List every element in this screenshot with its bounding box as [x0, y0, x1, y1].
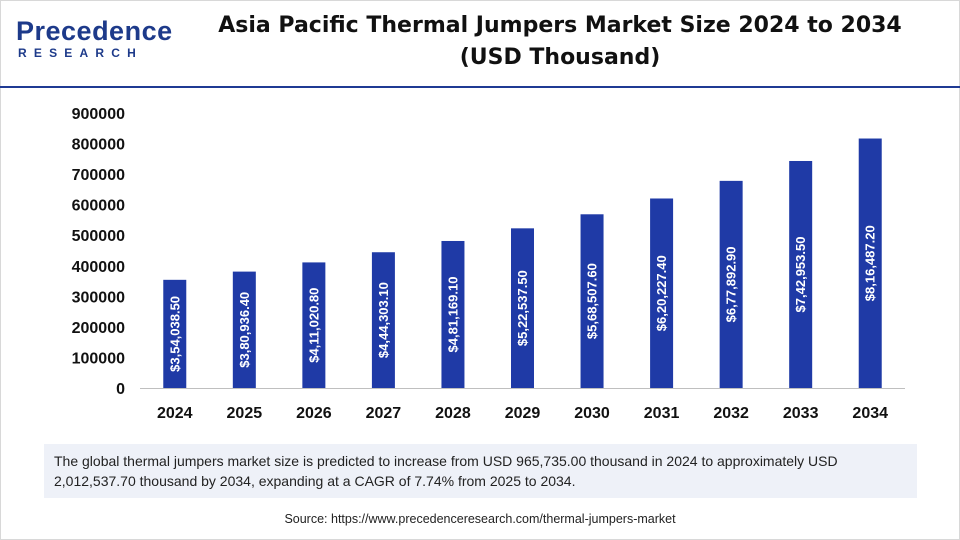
- bar-chart: 0 100000 200000 300000 400000 500000 600000 700…: [72, 106, 905, 422]
- bar: [302, 262, 326, 388]
- summary-note-text: The global thermal jumpers market size i…: [54, 453, 838, 489]
- y-tick-label: 300000: [72, 289, 125, 306]
- bar: [858, 138, 882, 388]
- summary-note: The global thermal jumpers market size i…: [44, 444, 917, 498]
- bar: [371, 252, 395, 388]
- bar-data-label: $3,80,936.40: [237, 292, 252, 368]
- header-divider: [0, 86, 960, 88]
- chart-title-line2: (USD Thousand): [459, 45, 661, 70]
- x-tick-label: 2029: [505, 405, 541, 422]
- bar-data-label: $4,44,303.10: [376, 282, 391, 358]
- x-tick-label: 2034: [852, 405, 888, 422]
- bar: [789, 160, 813, 388]
- y-tick-label: 600000: [72, 198, 125, 215]
- logo-subtitle: RESEARCH: [18, 46, 143, 60]
- x-tick-label: 2027: [366, 405, 402, 422]
- bar-data-label: $5,22,537.50: [515, 270, 530, 346]
- bar-data-label: $7,42,953.50: [793, 237, 808, 313]
- bar: [441, 240, 465, 388]
- y-tick-label: 800000: [72, 137, 125, 154]
- bar-data-label: $5,68,507.60: [585, 263, 600, 339]
- bar-data-label: $6,20,227.40: [654, 255, 669, 331]
- y-tick-label: 700000: [72, 167, 125, 184]
- bar: [232, 271, 256, 388]
- bar: [511, 228, 534, 388]
- bar-data-label: $4,11,020.80: [306, 288, 321, 363]
- bar-data-label: $4,81,169.10: [445, 277, 460, 353]
- source-citation: Source: https://www.precedenceresearch.c…: [284, 512, 676, 526]
- y-tick-label: 500000: [72, 228, 125, 245]
- y-tick-label: 400000: [72, 259, 125, 276]
- x-tick-label: 2025: [227, 405, 263, 422]
- y-tick-label: 200000: [72, 320, 125, 337]
- x-tick-label: 2024: [157, 405, 193, 422]
- logo-wordmark: Precedence: [16, 16, 173, 46]
- bar: [650, 198, 674, 388]
- x-tick-label: 2026: [296, 405, 332, 422]
- x-tick-label: 2030: [574, 405, 610, 422]
- precedence-research-logo: Precedence RESEARCH: [16, 16, 172, 66]
- y-tick-label: 900000: [72, 106, 125, 123]
- bar-data-label: $6,77,892.90: [724, 246, 739, 322]
- bar-data-label: $8,16,487.20: [863, 225, 878, 301]
- y-tick-label: 0: [116, 381, 125, 398]
- x-tick-label: 2028: [435, 405, 471, 422]
- bar: [719, 180, 743, 388]
- bar: [580, 214, 604, 388]
- header: Precedence RESEARCH Asia Pacific Thermal…: [0, 0, 960, 86]
- bar: [163, 279, 187, 388]
- chart-title-line1: Asia Pacific Thermal Jumpers Market Size…: [218, 13, 902, 38]
- x-tick-label: 2033: [783, 405, 819, 422]
- bar-data-label: $3,54,038.50: [167, 296, 182, 372]
- x-tick-label: 2031: [644, 405, 680, 422]
- x-tick-label: 2032: [713, 405, 749, 422]
- y-tick-label: 100000: [72, 350, 125, 367]
- chart-title: Asia Pacific Thermal Jumpers Market Size…: [190, 10, 930, 74]
